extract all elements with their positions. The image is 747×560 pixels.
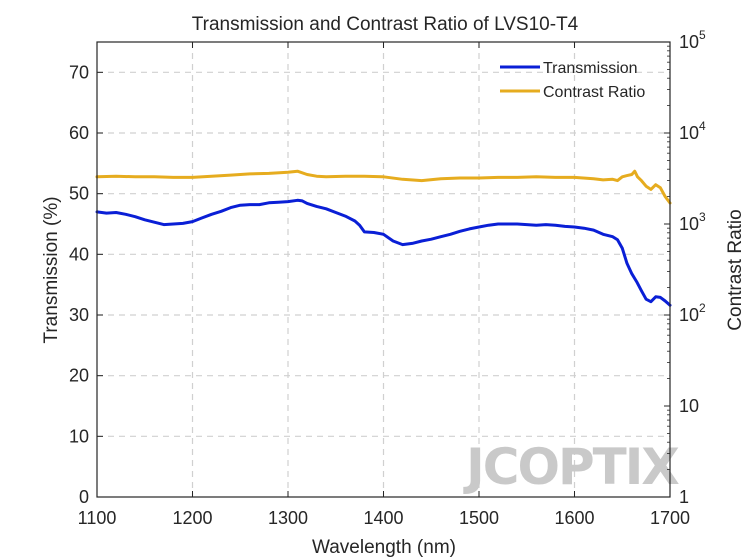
y-left-tick-label: 30 <box>69 305 89 325</box>
x-axis-label: Wavelength (nm) <box>312 537 456 558</box>
legend: Transmission Contrast Ratio <box>500 60 645 101</box>
y-left-tick-label: 0 <box>79 487 89 507</box>
y-right-tick-label: 102 <box>679 301 706 325</box>
y-right-tick-label: 10 <box>679 396 699 416</box>
chart-title: Transmission and Contrast Ratio of LVS10… <box>192 14 579 35</box>
series-line-1 <box>95 169 672 205</box>
y-right-tick-label: 1 <box>679 487 689 507</box>
x-tick-label: 1100 <box>78 508 117 528</box>
y-left-tick-label: 40 <box>69 244 89 264</box>
series-line-0 <box>95 198 672 307</box>
x-tick-label: 1300 <box>268 508 308 528</box>
grid <box>97 42 670 497</box>
y-left-tick-label: 20 <box>69 366 89 386</box>
x-tick-label: 1600 <box>554 508 594 528</box>
y-right-tick-label: 104 <box>679 119 706 143</box>
legend-label: Contrast Ratio <box>543 84 645 101</box>
x-tick-label: 1500 <box>459 508 499 528</box>
watermark: JCOPTIX <box>463 438 679 496</box>
axes: 1100 1200 1300 1400 1500 1600 1700 0 10 20 30 40 50 6… <box>69 28 706 528</box>
y-left-tick-label: 60 <box>69 123 89 143</box>
series-layer <box>95 169 672 307</box>
x-tick-label: 1400 <box>363 508 403 528</box>
legend-label: Transmission <box>543 60 638 77</box>
x-tick-label: 1200 <box>172 508 212 528</box>
y-axis-right-label: Contrast Ratio <box>725 209 746 330</box>
y-right-tick-label: 103 <box>679 210 706 234</box>
y-left-tick-label: 70 <box>69 62 89 82</box>
x-tick-label: 1700 <box>650 508 690 528</box>
y-right-tick-label: 105 <box>679 28 706 52</box>
y-left-tick-label: 50 <box>69 184 89 204</box>
y-left-tick-label: 10 <box>69 426 89 446</box>
y-axis-left-label: Transmission (%) <box>41 196 62 343</box>
